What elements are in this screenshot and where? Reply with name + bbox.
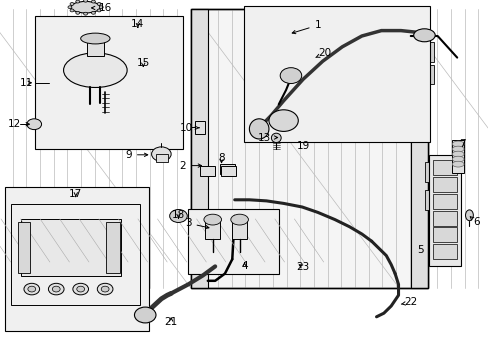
Ellipse shape <box>97 9 101 12</box>
Bar <box>35 16 183 149</box>
Bar <box>205 218 220 239</box>
Bar <box>232 218 246 239</box>
Bar <box>11 204 140 305</box>
Text: 6: 6 <box>469 217 479 228</box>
Bar <box>432 160 456 175</box>
Text: 14: 14 <box>131 19 144 30</box>
Bar <box>20 219 121 276</box>
Text: 18: 18 <box>171 210 185 220</box>
Text: 16: 16 <box>91 3 112 13</box>
Bar <box>432 177 456 192</box>
Ellipse shape <box>83 0 87 2</box>
Ellipse shape <box>413 29 434 42</box>
Ellipse shape <box>70 3 74 5</box>
Ellipse shape <box>70 9 74 12</box>
Ellipse shape <box>280 68 301 84</box>
Bar <box>221 166 235 176</box>
Bar <box>190 9 427 288</box>
Bar <box>425 42 433 62</box>
Ellipse shape <box>24 283 40 295</box>
Bar <box>451 140 463 173</box>
Bar <box>244 6 429 142</box>
Ellipse shape <box>76 12 80 14</box>
Ellipse shape <box>203 214 221 225</box>
Bar <box>188 209 278 274</box>
Ellipse shape <box>451 146 463 152</box>
Bar <box>194 121 205 134</box>
Text: 17: 17 <box>69 189 82 199</box>
Text: 21: 21 <box>164 317 178 327</box>
Bar <box>410 9 427 288</box>
Bar <box>432 211 456 226</box>
Text: 1: 1 <box>292 20 321 34</box>
Bar <box>190 9 207 288</box>
Text: 19: 19 <box>296 141 309 151</box>
Ellipse shape <box>465 210 472 221</box>
Ellipse shape <box>76 0 80 3</box>
Ellipse shape <box>249 119 268 139</box>
Bar <box>86 41 104 56</box>
Bar <box>5 187 149 331</box>
Text: 8: 8 <box>218 153 224 163</box>
Text: 9: 9 <box>125 150 147 160</box>
Text: 2: 2 <box>179 161 201 171</box>
Text: 3: 3 <box>184 218 208 229</box>
Ellipse shape <box>101 286 109 292</box>
Bar <box>425 65 433 84</box>
Ellipse shape <box>451 156 463 162</box>
Text: 23: 23 <box>296 262 309 272</box>
Ellipse shape <box>169 210 187 222</box>
Ellipse shape <box>48 283 64 295</box>
Ellipse shape <box>451 161 463 167</box>
Ellipse shape <box>63 53 127 87</box>
Bar <box>432 244 456 259</box>
Ellipse shape <box>52 286 60 292</box>
Bar <box>432 194 456 209</box>
Ellipse shape <box>230 214 248 225</box>
Ellipse shape <box>97 3 101 5</box>
Ellipse shape <box>451 151 463 157</box>
Bar <box>18 222 30 273</box>
Ellipse shape <box>271 133 281 143</box>
Ellipse shape <box>91 0 95 3</box>
Ellipse shape <box>268 110 298 131</box>
Ellipse shape <box>73 283 88 295</box>
Ellipse shape <box>68 6 72 9</box>
Ellipse shape <box>97 283 113 295</box>
Bar <box>155 154 167 162</box>
Ellipse shape <box>77 286 84 292</box>
Text: 7: 7 <box>458 139 465 149</box>
Ellipse shape <box>134 307 156 323</box>
Bar <box>200 166 215 176</box>
Bar <box>220 164 234 174</box>
Text: 10: 10 <box>180 123 199 133</box>
Bar <box>425 190 433 210</box>
Ellipse shape <box>71 1 100 13</box>
Ellipse shape <box>28 286 36 292</box>
Ellipse shape <box>451 141 463 147</box>
Bar <box>106 222 120 273</box>
Text: 11: 11 <box>20 78 34 88</box>
Bar <box>190 9 427 288</box>
Text: 12: 12 <box>8 119 29 129</box>
Ellipse shape <box>27 119 41 130</box>
Ellipse shape <box>151 147 171 161</box>
Text: 15: 15 <box>136 58 150 68</box>
Bar <box>432 228 456 242</box>
Ellipse shape <box>83 12 87 15</box>
Ellipse shape <box>99 6 103 9</box>
Bar <box>428 155 460 266</box>
Ellipse shape <box>91 12 95 14</box>
Text: 22: 22 <box>401 297 417 307</box>
Ellipse shape <box>81 33 110 44</box>
Text: 13: 13 <box>257 132 277 143</box>
Text: 20: 20 <box>315 48 331 58</box>
Text: 5: 5 <box>416 245 423 255</box>
Bar <box>425 162 433 182</box>
Text: 4: 4 <box>241 261 247 271</box>
